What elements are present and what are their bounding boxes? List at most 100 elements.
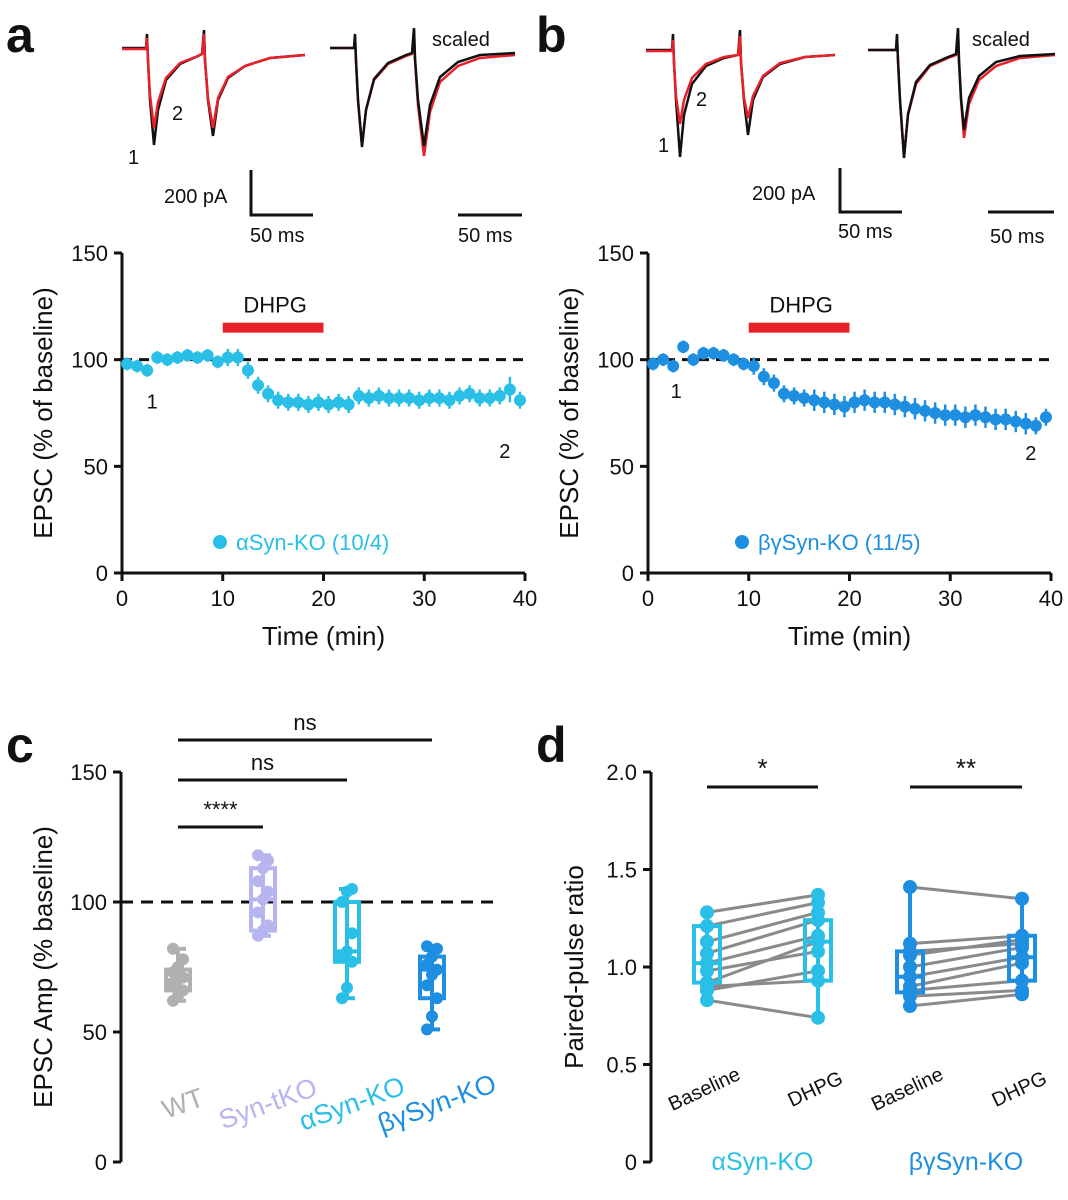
pair-line: [909, 885, 1023, 901]
x-axis-label: Time (min): [788, 621, 911, 651]
data-point: [707, 347, 720, 360]
data-point: [888, 398, 901, 411]
data-point: [811, 973, 825, 988]
data-point: [1015, 950, 1029, 965]
scalebar-b-left: [838, 168, 902, 214]
data-point: [919, 404, 932, 417]
data-point: [811, 963, 825, 978]
data-point: [959, 411, 972, 424]
pair-line: [706, 949, 819, 973]
significance-label: *: [757, 753, 767, 783]
y-axis-label: EPSC Amp (% baseline): [28, 826, 58, 1108]
box-data-point: [421, 940, 433, 953]
y-tick-label: 150: [70, 760, 107, 785]
pair-line: [909, 955, 1023, 979]
data-point: [878, 396, 891, 409]
data-point: [903, 880, 917, 895]
trace-a-scaled-black: [330, 27, 516, 148]
pair-line: [706, 934, 819, 965]
box-data-point: [177, 984, 189, 997]
box-data-point: [262, 854, 274, 867]
data-point: [1015, 891, 1029, 906]
traces-a: 1 2 scaled 200 pA 50 ms 50 ms: [122, 27, 522, 247]
scalebar-b-time-right: 50 ms: [990, 226, 1044, 248]
pair-line: [706, 998, 819, 1020]
box-data-point: [431, 963, 443, 976]
data-point: [352, 389, 365, 402]
x-tick-label: 40: [513, 586, 537, 611]
data-point: [717, 349, 730, 362]
data-point: [687, 353, 700, 366]
trace-a-unscaled-red: [122, 33, 306, 129]
significance-label: ****: [203, 797, 238, 822]
data-point: [903, 960, 917, 974]
box-data-point: [336, 992, 348, 1005]
data-point: [747, 360, 760, 373]
data-point: [828, 398, 841, 411]
x-tick-label: 0: [116, 586, 128, 611]
panel-label-c: c: [6, 717, 34, 773]
data-point: [382, 392, 395, 405]
trace-a-scaled-label: scaled: [432, 29, 490, 51]
y-tick-label: 0: [96, 561, 108, 586]
scalebar-a-left: [249, 170, 313, 217]
data-point: [838, 400, 851, 413]
data-point: [1039, 411, 1052, 424]
pair-line: [909, 979, 1023, 992]
trace-a-marker-1: 1: [128, 147, 139, 169]
data-point: [473, 392, 486, 405]
box-data-point: [421, 1023, 433, 1036]
pair-line: [909, 992, 1023, 1008]
data-point: [262, 387, 275, 400]
legend-marker: [213, 535, 227, 549]
x-tick-label: 10: [737, 586, 761, 611]
scalebar-a-time-right: 50 ms: [458, 225, 512, 247]
data-point: [413, 394, 426, 407]
data-point: [151, 351, 164, 364]
significance-label: **: [956, 753, 976, 783]
box-data-point: [177, 953, 189, 966]
y-tick-label: 0: [622, 561, 634, 586]
time-marker-2: 2: [499, 441, 510, 463]
data-point: [677, 340, 690, 353]
data-point: [700, 975, 714, 990]
y-tick-label: 0.5: [606, 1053, 637, 1078]
pair-line: [909, 988, 1023, 998]
box-data-point: [346, 927, 358, 940]
group-label: αSyn-KO: [712, 1148, 814, 1176]
x-tick-label: 0: [642, 586, 654, 611]
category-label: DHPG: [989, 1067, 1051, 1111]
category-label: Baseline: [868, 1063, 947, 1115]
data-point: [647, 357, 660, 370]
data-point: [161, 353, 174, 366]
pair-line: [909, 942, 1023, 953]
data-point: [211, 355, 224, 368]
data-point: [700, 905, 714, 920]
trace-b-unscaled-red: [646, 35, 836, 125]
trace-b-marker-1: 1: [658, 135, 669, 157]
box-data-point: [421, 979, 433, 992]
data-point: [858, 394, 871, 407]
x-tick-label: 30: [412, 586, 436, 611]
data-point: [903, 999, 917, 1013]
y-axis-label: Paired-pulse ratio: [559, 865, 589, 1069]
scalebar-b-time-left: 50 ms: [838, 221, 892, 243]
data-point: [903, 969, 917, 984]
data-point: [903, 979, 917, 994]
data-point: [372, 389, 385, 402]
data-point: [362, 392, 375, 405]
data-point: [929, 407, 942, 419]
data-point: [221, 351, 234, 364]
data-point: [191, 351, 204, 364]
data-point: [121, 357, 134, 370]
data-point: [241, 364, 254, 377]
data-point: [757, 370, 770, 383]
data-point: [949, 409, 962, 422]
y-tick-label: 100: [71, 348, 108, 373]
data-point: [848, 396, 861, 409]
data-point: [322, 398, 335, 411]
data-point: [423, 392, 436, 405]
box-data-point: [262, 885, 274, 898]
data-point: [1015, 928, 1029, 943]
data-point: [231, 351, 244, 364]
